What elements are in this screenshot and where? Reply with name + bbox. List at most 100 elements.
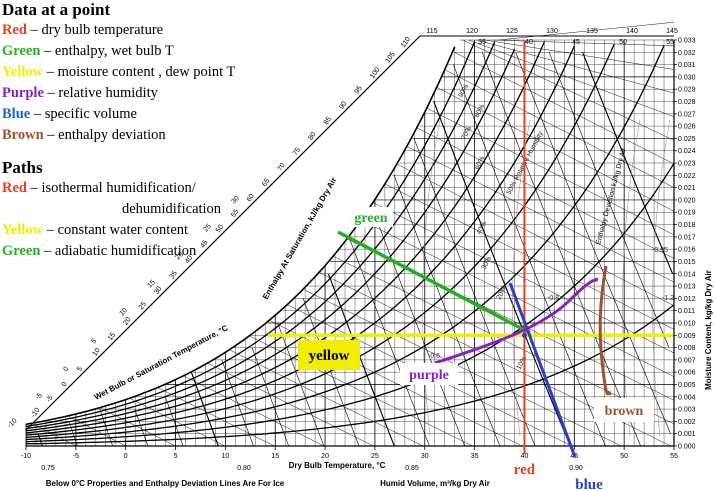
rh-curve (25, 304, 675, 445)
x-tick-label: 50 (620, 453, 628, 460)
legend-path-red: Red – isothermal humidification/ (2, 178, 302, 199)
y-tick-label: 0.008 (678, 345, 696, 352)
y-tick-label: 0.025 (678, 136, 696, 143)
saturation-enthalpy-axis (25, 35, 421, 431)
wetbulb-tick-label: 0 (62, 366, 70, 374)
saturation-tick-label: 35 (169, 270, 179, 280)
legend-path-red-text: – isothermal humidification/ (26, 180, 196, 196)
enthalpy-line (249, 335, 473, 447)
x-tick-label: 5 (174, 453, 178, 460)
saturation-tick-label: 40 (184, 254, 194, 264)
legend-heading-paths: Paths (2, 158, 43, 177)
humid-volume-line (373, 212, 465, 447)
deviation-label: -1.2 (662, 295, 674, 302)
y-tick-label: 0.019 (678, 210, 696, 217)
legend-item-green-text: – enthalpy, wet bulb T (40, 43, 174, 59)
enthalpy-deviation-curve (622, 119, 641, 437)
y-axis-title: Moisture Content, kg/kg Dry Air (704, 270, 713, 390)
y-tick-label: 0.031 (678, 62, 696, 69)
humid-volume-line (433, 101, 571, 447)
enthalpy-line (462, 39, 675, 141)
volume-tick-label: 0.90 (569, 465, 583, 472)
yellow-callout: yellow (309, 348, 350, 364)
x-tick-label: 35 (471, 453, 479, 460)
enthalpy-line (183, 375, 324, 447)
wetbulb-tick-label: -10 (6, 417, 18, 429)
y-tick-label: 0.033 (678, 38, 696, 45)
saturation-tick-label: 5 (76, 366, 84, 373)
legend-panel: Data at a point Red – dry bulb temperatu… (2, 0, 302, 262)
enthalpy-line (157, 387, 275, 447)
brown-callout-bg (594, 398, 654, 422)
enthalpy-line (468, 39, 675, 117)
legend-item-green-color-word: Green (2, 43, 41, 59)
enthalpy-line (229, 349, 424, 447)
volume-tick-label: 0.85 (405, 465, 419, 472)
humid-volume-line (134, 408, 149, 447)
rh-curve-label: 40% (476, 220, 489, 236)
enthalpy-line (406, 146, 675, 283)
wetbulb-tick-label: -5 (34, 392, 43, 401)
legend-path-yellow-color-word: Yellow (2, 222, 44, 238)
saturation-tick-label: 70 (277, 162, 287, 172)
y-tick-label: 0.009 (678, 333, 696, 340)
legend-item-red: Red – dry bulb temperature (2, 20, 302, 41)
y-tick-label: 0.010 (678, 320, 696, 327)
green-callout-bg (349, 207, 393, 227)
x-tick-label: 30 (421, 453, 429, 460)
x-axis-title: Dry Bulb Temperature, °C (289, 461, 386, 470)
humid-volume-line (302, 298, 360, 447)
humid-volume-line (348, 236, 430, 447)
legend-heading-data: Data at a point (2, 0, 111, 19)
y-tick-label: 0.032 (678, 50, 696, 57)
x-tick-label: 40 (521, 453, 529, 460)
brown-deviation-path (598, 265, 612, 396)
enthalpy-line (492, 39, 675, 47)
top-inner-tick-label: 50 (619, 39, 627, 46)
legend-item-yellow-text: – moisture content , dew point T (43, 64, 236, 80)
purple-callout-bg (400, 363, 458, 385)
top-enthalpy-tick-label: 140 (626, 28, 638, 35)
saturation-tick-label: 75 (292, 147, 302, 157)
x-tick-label: 55 (670, 453, 678, 460)
humid-volume-line (251, 347, 289, 447)
legend-path-red-color-word: Red (2, 180, 27, 196)
saturation-tick-label: 80 (307, 131, 317, 141)
enthalpy-line (360, 219, 675, 377)
x-tick-label: 20 (321, 453, 329, 460)
saturation-tick-label: 90 (338, 100, 348, 110)
rh-curve (25, 43, 615, 438)
wetbulb-tick-label: 30 (230, 195, 241, 206)
legend-path-green-color-word: Green (2, 243, 41, 259)
state-point (521, 332, 527, 338)
legend-item-blue: Blue – specific volume (2, 104, 302, 125)
legend-item-yellow: Yellow – moisture content , dew point T (2, 62, 302, 83)
y-tick-label: 0.026 (678, 124, 696, 131)
enthalpy-line (384, 183, 675, 330)
enthalpy-deviation-curve (652, 119, 671, 437)
blue-callout: blue (575, 477, 603, 491)
legend-item-blue-color-word: Blue (2, 106, 31, 122)
y-tick-label: 0.003 (678, 407, 696, 414)
y-tick-label: 0.021 (678, 185, 696, 192)
y-tick-label: 0.013 (678, 284, 696, 291)
legend-item-blue-text: – specific volume (30, 106, 137, 122)
legend-item-purple-color-word: Purple (2, 85, 44, 101)
y-tick-label: 0.015 (678, 259, 696, 266)
humid-volume-line (190, 372, 219, 447)
top-enthalpy-tick-label: 130 (546, 28, 558, 35)
legend-item-red-text: – dry bulb temperature (26, 22, 164, 38)
enthalpy-line (303, 289, 622, 447)
humid-volume-line (221, 359, 254, 447)
humid-volume-line (582, 52, 674, 275)
purple-rh-path (434, 277, 599, 365)
volume-tick-label: 0.80 (237, 465, 251, 472)
legend-path-green: Green – adiabatic humidification (2, 241, 302, 262)
saturation-tick-label: 0 (61, 381, 69, 388)
y-tick-label: 0.016 (678, 247, 696, 254)
y-tick-label: 0.002 (678, 419, 696, 426)
enthalpy-line (25, 424, 27, 447)
rh-curve-label: 20% (496, 285, 509, 301)
y-tick-label: 0.018 (678, 222, 696, 229)
legend-path-red-continuation: dehumidification (122, 201, 222, 217)
